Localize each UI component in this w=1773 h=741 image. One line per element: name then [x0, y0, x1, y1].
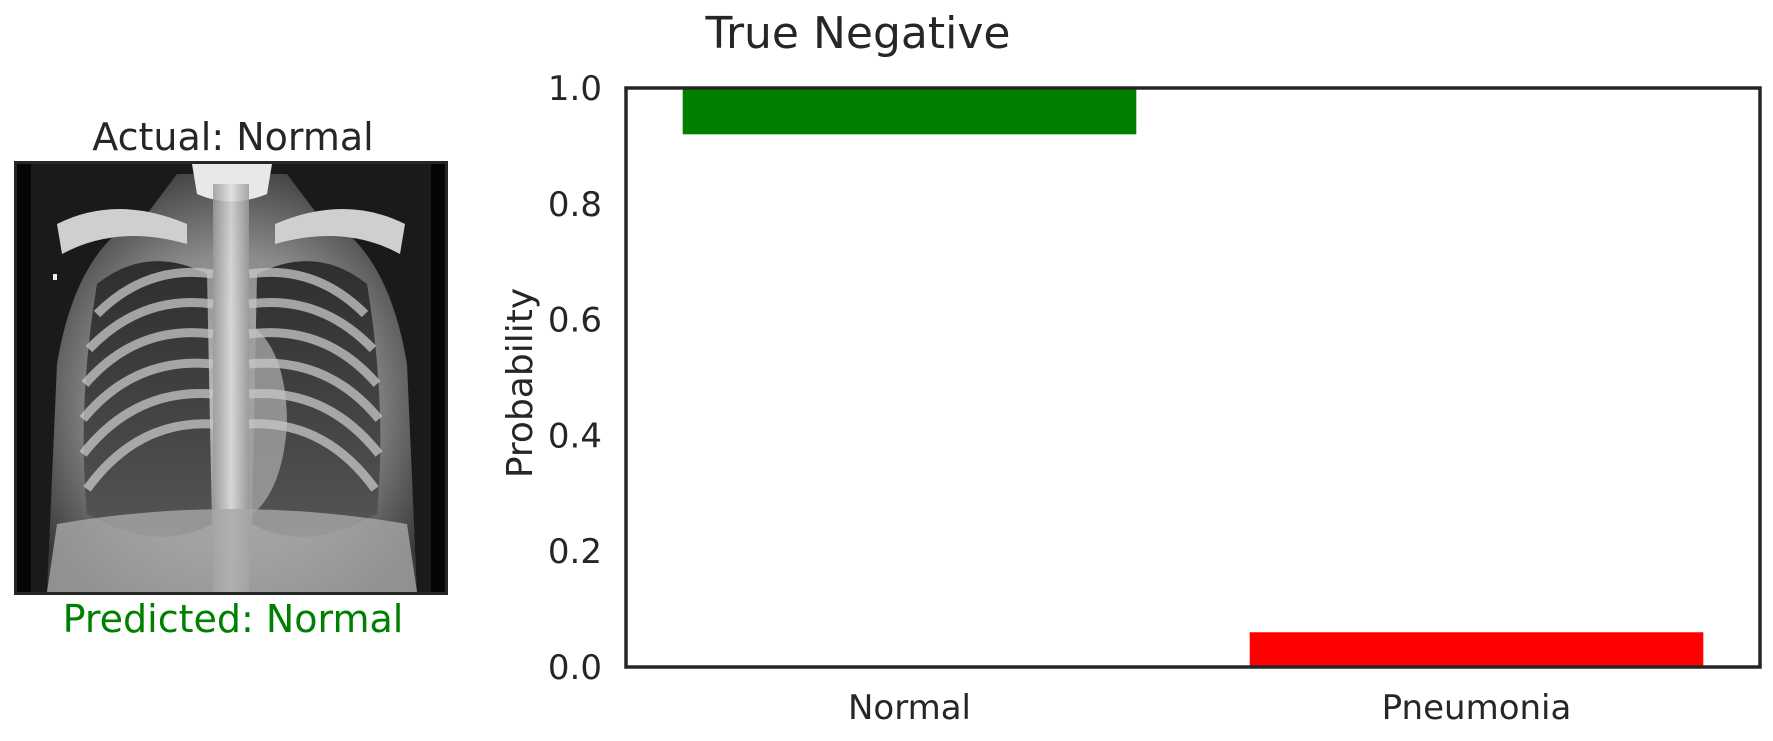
xray-illustration: [17, 164, 445, 592]
chart-title: True Negative: [705, 8, 1011, 59]
y-tick-0-2: 0.2: [548, 532, 602, 572]
y-tick-0-8: 0.8: [548, 185, 602, 225]
y-tick-1-0: 1.0: [548, 69, 602, 109]
bar-pneumonia: [1249, 632, 1704, 667]
x-tick-normal: Normal: [848, 688, 971, 728]
y-tick-0-4: 0.4: [548, 416, 602, 456]
y-tick-labels: 0.0 0.2 0.4 0.6 0.8 1.0: [548, 69, 602, 688]
bar-normal: [682, 88, 1137, 135]
x-tick-pneumonia: Pneumonia: [1382, 688, 1572, 728]
bars-group: [682, 88, 1704, 667]
plot-frame: [624, 86, 1762, 669]
y-tick-0-0: 0.0: [548, 648, 602, 688]
y-axis-label: Probability: [500, 288, 541, 478]
x-tick-labels: Normal Pneumonia: [848, 688, 1571, 728]
y-tick-0-6: 0.6: [548, 301, 602, 341]
prediction-label: Predicted: Normal: [62, 597, 404, 641]
image-title: Actual: Normal: [92, 115, 374, 159]
chest-xray-image: [14, 161, 448, 595]
